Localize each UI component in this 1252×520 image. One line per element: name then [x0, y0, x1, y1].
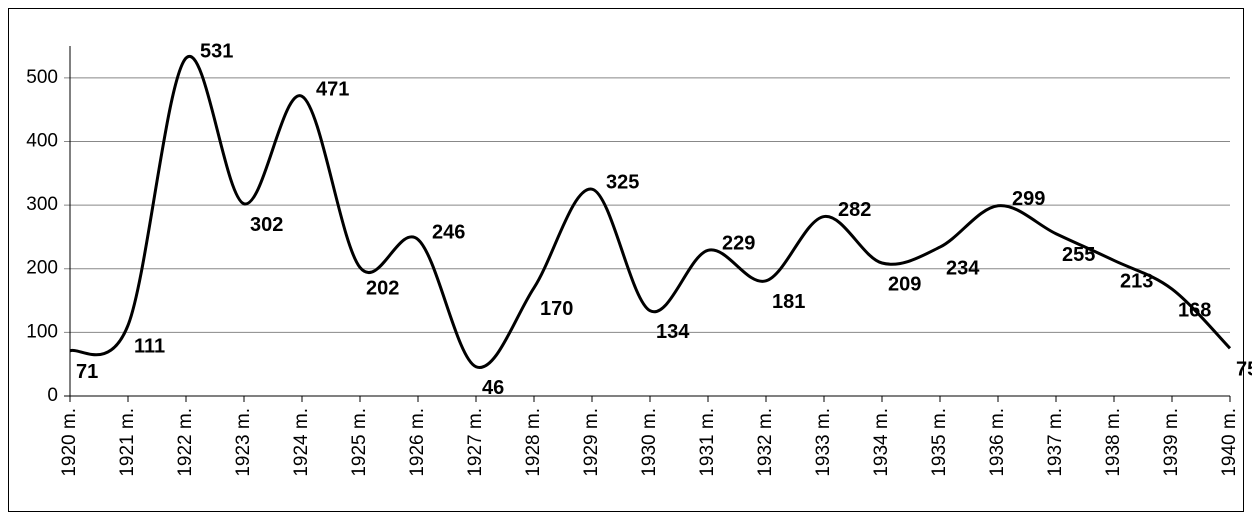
- data-label: 531: [200, 40, 233, 62]
- x-tick-label: 1936 m.: [987, 408, 1008, 477]
- x-tick-label: 1939 m.: [1161, 408, 1182, 477]
- y-tick-label: 500: [26, 67, 58, 88]
- x-tick-label: 1920 m.: [59, 408, 80, 477]
- data-label: 168: [1178, 299, 1211, 321]
- data-label: 181: [772, 291, 805, 313]
- x-tick-label: 1931 m.: [697, 408, 718, 477]
- data-label: 111: [134, 336, 165, 358]
- y-tick-label: 200: [26, 258, 58, 279]
- x-tick-label: 1923 m.: [233, 408, 254, 477]
- x-tick-label: 1925 m.: [349, 408, 370, 477]
- x-tick-label: 1924 m.: [291, 408, 312, 477]
- x-tick-label: 1921 m.: [117, 408, 138, 477]
- x-tick-label: 1926 m.: [407, 408, 428, 477]
- x-tick-label: 1934 m.: [871, 408, 892, 477]
- data-label: 229: [722, 233, 755, 255]
- x-tick-label: 1933 m.: [813, 408, 834, 477]
- data-label: 170: [540, 298, 573, 320]
- line: [69, 54, 1232, 369]
- data-label: 75: [1236, 359, 1252, 381]
- data-label: 246: [432, 222, 465, 244]
- data-label: 255: [1062, 244, 1095, 266]
- data-label: 302: [250, 214, 283, 236]
- y-tick-label: 300: [26, 194, 58, 215]
- data-label: 234: [946, 257, 980, 279]
- y-tick-label: 100: [26, 321, 58, 342]
- x-tick-label: 1922 m.: [175, 408, 196, 477]
- y-tick-label: 400: [26, 130, 58, 151]
- data-label: 134: [656, 321, 690, 343]
- x-tick-label: 1929 m.: [581, 408, 602, 477]
- data-label: 282: [838, 199, 871, 221]
- x-tick-label: 1937 m.: [1045, 408, 1066, 477]
- x-tick-label: 1938 m.: [1103, 408, 1124, 477]
- x-tick-label: 1928 m.: [523, 408, 544, 477]
- data-label: 299: [1012, 188, 1045, 210]
- y-tick-label: 0: [47, 385, 58, 406]
- data-label: 471: [316, 79, 349, 101]
- x-tick-label: 1932 m.: [755, 408, 776, 477]
- data-label: 209: [888, 273, 921, 295]
- data-label: 202: [366, 278, 399, 300]
- x-tick-label: 1935 m.: [929, 408, 950, 477]
- x-tick-label: 1940 m.: [1219, 408, 1240, 477]
- data-label: 325: [606, 171, 639, 193]
- x-tick-label: 1930 m.: [639, 408, 660, 477]
- x-tick-label: 1927 m.: [465, 408, 486, 477]
- data-label: 213: [1120, 271, 1153, 293]
- data-label: 46: [482, 377, 504, 399]
- data-label: 71: [76, 361, 98, 383]
